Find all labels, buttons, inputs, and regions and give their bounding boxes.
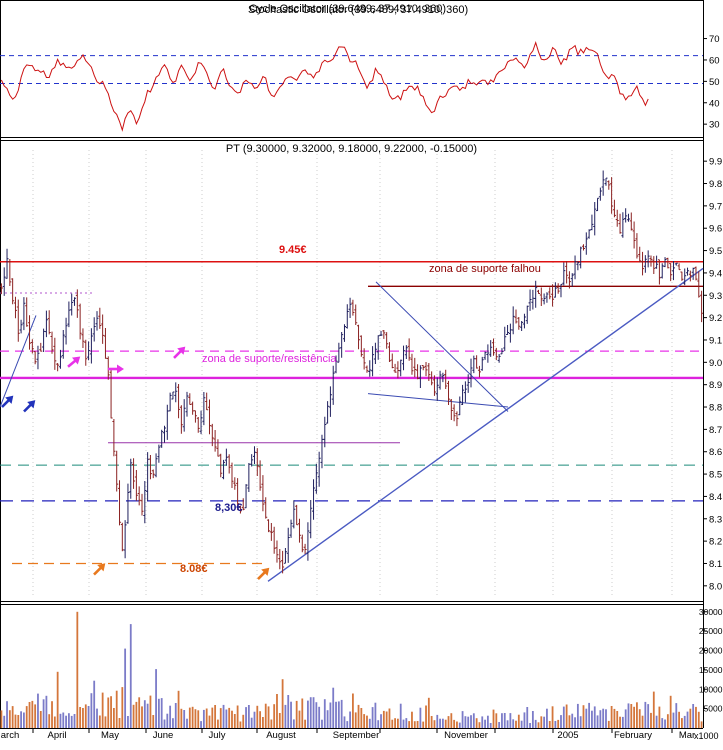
svg-text:8.1: 8.1 — [709, 559, 722, 570]
svg-text:8.7: 8.7 — [709, 425, 722, 436]
orange-arrow-2[interactable] — [255, 565, 273, 583]
svg-text:9.5: 9.5 — [709, 246, 722, 257]
svg-text:30: 30 — [709, 120, 720, 131]
month-label-august: August — [266, 730, 296, 741]
price-title: PT (9.30000, 9.32000, 9.18000, 9.22000, … — [225, 143, 478, 155]
blue-arrow-1[interactable] — [0, 393, 16, 411]
triangle-lower — [367, 393, 509, 408]
svg-text:40: 40 — [709, 98, 720, 109]
uptrend-main — [267, 267, 704, 582]
svg-text:10000: 10000 — [699, 684, 723, 694]
blue-arrow-2[interactable] — [21, 397, 39, 415]
oscillator-title: Cycle Oscillator (39.6489, 37.4910, 360)… — [0, 3, 703, 17]
price-label-945[interactable]: 9.45€ — [279, 244, 307, 256]
svg-text:25000: 25000 — [699, 626, 723, 636]
magenta-arrow-3[interactable] — [171, 343, 189, 361]
oscillator-line — [0, 40, 649, 132]
note-suporte-resistencia[interactable]: zona de suporte/resistência — [202, 353, 337, 365]
volume-unit-label: x1000 — [694, 731, 719, 741]
svg-text:8.4: 8.4 — [709, 492, 722, 503]
month-label-2005: 2005 — [557, 730, 579, 741]
svg-text:8.6: 8.6 — [709, 447, 722, 458]
svg-text:20000: 20000 — [699, 646, 723, 656]
svg-text:9.8: 9.8 — [709, 179, 722, 190]
note-suporte-falhou[interactable]: zona de suporte falhou — [429, 263, 541, 275]
svg-text:9.1: 9.1 — [709, 335, 722, 346]
svg-text:9.2: 9.2 — [709, 313, 722, 324]
svg-text:9.6: 9.6 — [709, 224, 722, 235]
svg-text:9.3: 9.3 — [709, 291, 722, 302]
month-label-september: September — [332, 730, 380, 741]
month-label-may: May — [101, 730, 119, 741]
svg-text:50: 50 — [709, 77, 720, 88]
oscillator-title-text: Cycle Oscillator (39.6489, 37.4910, 360) — [249, 3, 447, 15]
svg-text:9.0: 9.0 — [709, 358, 722, 369]
month-label-june: June — [152, 730, 174, 741]
month-label-february: February — [613, 730, 653, 741]
svg-text:8.5: 8.5 — [709, 470, 722, 481]
month-label-july: July — [208, 730, 226, 741]
svg-text:30000: 30000 — [699, 607, 723, 617]
svg-text:8.2: 8.2 — [709, 537, 722, 548]
svg-text:5000: 5000 — [704, 704, 723, 714]
svg-text:9.7: 9.7 — [709, 201, 722, 212]
svg-text:9.9: 9.9 — [709, 157, 722, 168]
svg-text:8.8: 8.8 — [709, 403, 722, 414]
oscillator-title-overlay: Stochastic Oscillator (39.6489, 37.4910,… — [248, 4, 469, 16]
svg-text:8.9: 8.9 — [709, 380, 722, 391]
price-label-808[interactable]: 8.08€ — [180, 563, 208, 575]
svg-text:9.4: 9.4 — [709, 268, 722, 279]
volume-bars — [0, 611, 703, 729]
price-bars — [0, 170, 704, 574]
month-label-april: April — [47, 730, 67, 741]
svg-text:70: 70 — [709, 34, 720, 45]
month-label-november: November — [444, 730, 488, 741]
svg-text:8.3: 8.3 — [709, 514, 722, 525]
svg-text:8.0: 8.0 — [709, 581, 722, 592]
price-label-830[interactable]: 8,30€ — [215, 502, 243, 514]
x-axis: arch April May June July August September Novem… — [0, 730, 723, 746]
magenta-arrow-2[interactable] — [108, 364, 124, 374]
month-label-mar: Mar — [678, 730, 696, 741]
magenta-arrow-1[interactable] — [65, 353, 83, 370]
svg-text:15000: 15000 — [699, 665, 723, 675]
month-label-arch: arch — [0, 730, 20, 741]
orange-arrow-1[interactable] — [91, 560, 109, 578]
triangle-upper — [375, 281, 509, 412]
svg-text:60: 60 — [709, 55, 720, 66]
